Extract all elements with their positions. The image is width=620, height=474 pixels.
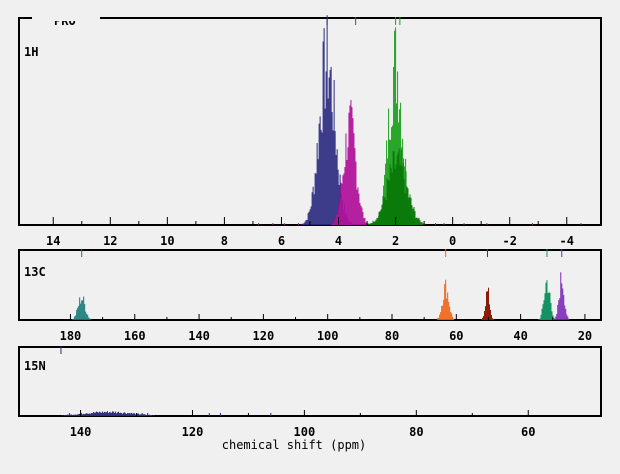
x-tick-label: 10 xyxy=(160,234,174,248)
x-tick-label: 40 xyxy=(513,329,527,343)
x-tick-label: 2 xyxy=(392,234,399,248)
x-tick-label: 12 xyxy=(103,234,117,248)
panel-frame xyxy=(18,249,602,321)
x-tick-label: 60 xyxy=(449,329,463,343)
x-tick-label: 80 xyxy=(385,329,399,343)
x-tick-label: 100 xyxy=(317,329,339,343)
nucleus-label: 13C xyxy=(24,265,46,279)
x-tick-label: 6 xyxy=(278,234,285,248)
x-tick-label: 140 xyxy=(70,425,92,439)
x-tick-label: 20 xyxy=(578,329,592,343)
panel-frame xyxy=(18,17,602,226)
x-tick-label: 160 xyxy=(124,329,146,343)
x-tick-label: 120 xyxy=(182,425,204,439)
x-tick-label: 8 xyxy=(221,234,228,248)
x-tick-label: -4 xyxy=(560,234,574,248)
x-tick-label: 60 xyxy=(521,425,535,439)
x-axis-label: chemical shift (ppm) xyxy=(222,438,367,452)
x-tick-label: 140 xyxy=(188,329,210,343)
panel-15N: 15N 140 120 100 80 60 xyxy=(18,346,602,439)
panel-1H: 1H 14 12 10 8 6 4 2 0 -2 -4 xyxy=(18,15,602,248)
nucleus-label: 15N xyxy=(24,359,46,373)
panel-13C: 13C 180 160 140 120 100 80 60 40 20 xyxy=(18,249,602,343)
x-tick-label: 14 xyxy=(46,234,60,248)
panel-frame xyxy=(18,346,602,417)
x-tick-label: -2 xyxy=(502,234,516,248)
x-tick-label: 0 xyxy=(449,234,456,248)
x-tick-label: 180 xyxy=(60,329,82,343)
x-tick-label: 100 xyxy=(294,425,316,439)
nucleus-label: 1H xyxy=(24,45,38,59)
title-gap xyxy=(32,15,100,21)
x-tick-label: 120 xyxy=(253,329,275,343)
x-tick-label: 80 xyxy=(409,425,423,439)
x-tick-label: 4 xyxy=(335,234,342,248)
